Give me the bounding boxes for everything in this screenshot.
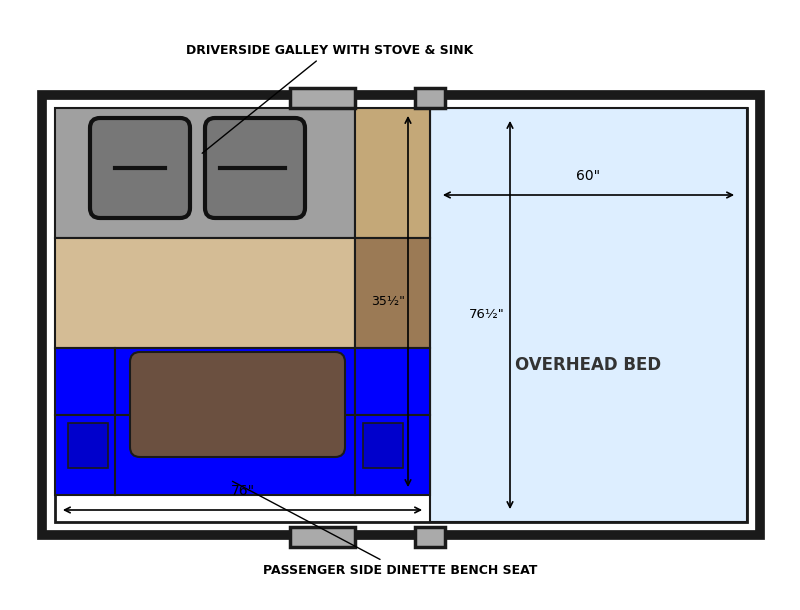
Bar [355,238,430,348]
Text: OVERHEAD BED: OVERHEAD BED [515,356,662,374]
Text: 76": 76" [230,484,254,498]
Bar [55,238,355,348]
Bar [415,88,445,108]
FancyBboxPatch shape [90,118,190,218]
Bar [415,527,445,547]
FancyBboxPatch shape [205,118,305,218]
FancyBboxPatch shape [130,352,345,457]
Bar [290,88,355,108]
Bar [55,415,430,495]
Bar [363,423,403,468]
Bar [55,108,355,238]
Bar [115,348,355,415]
Text: 76½": 76½" [470,309,505,321]
Bar [355,348,430,415]
Bar [55,348,115,415]
Bar [430,108,747,522]
Bar [355,108,430,238]
Text: 35½": 35½" [371,295,405,308]
Bar [55,108,747,522]
Text: 60": 60" [577,169,601,183]
Text: DRIVERSIDE GALLEY WITH STOVE & SINK: DRIVERSIDE GALLEY WITH STOVE & SINK [186,43,474,153]
Bar [68,423,108,468]
Bar [42,95,760,535]
Bar [290,527,355,547]
Text: PASSENGER SIDE DINETTE BENCH SEAT: PASSENGER SIDE DINETTE BENCH SEAT [233,481,537,576]
